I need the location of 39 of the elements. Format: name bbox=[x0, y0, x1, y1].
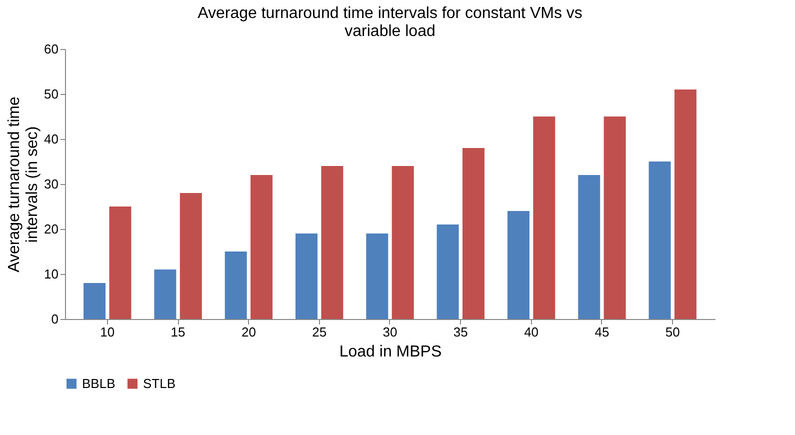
x-tick-label: 40 bbox=[524, 324, 539, 340]
legend-label: STLB bbox=[143, 376, 176, 391]
bar bbox=[224, 252, 247, 319]
y-tick-label: 0 bbox=[51, 312, 58, 326]
bar bbox=[578, 175, 600, 319]
y-tick-label: 60 bbox=[44, 42, 58, 56]
bar bbox=[296, 234, 318, 319]
bar bbox=[604, 116, 626, 319]
bar bbox=[462, 148, 484, 319]
bar bbox=[436, 224, 459, 319]
x-tick-label: 15 bbox=[170, 324, 186, 340]
y-tick-label: 10 bbox=[44, 266, 58, 282]
bar bbox=[507, 211, 530, 319]
bar bbox=[180, 193, 202, 319]
y-tick-label: 30 bbox=[44, 176, 58, 192]
bar bbox=[109, 206, 132, 319]
x-tick-label: 50 bbox=[665, 324, 680, 340]
x-tick-label: 45 bbox=[594, 324, 610, 340]
x-tick-label: 25 bbox=[312, 324, 327, 340]
bar bbox=[321, 166, 344, 319]
legend-label: BBLB bbox=[82, 376, 116, 391]
chart-title: Average turnaround time intervals for constant VMs vs variable load bbox=[198, 5, 582, 40]
x-tick-label: 10 bbox=[100, 324, 115, 340]
bar bbox=[648, 162, 671, 319]
bar bbox=[84, 283, 106, 319]
x-tick-label: 30 bbox=[382, 324, 398, 340]
bar bbox=[154, 270, 176, 319]
y-tick-label: 50 bbox=[44, 86, 58, 102]
bar bbox=[392, 166, 414, 319]
bar bbox=[674, 90, 696, 319]
x-axis-title: Load in MBPS bbox=[339, 344, 442, 360]
x-tick-label: 20 bbox=[241, 324, 256, 340]
x-tick-label: 35 bbox=[453, 324, 468, 340]
y-tick-label: 40 bbox=[44, 132, 58, 146]
y-tick-label: 20 bbox=[44, 222, 58, 236]
y-axis-title: Average turnaround time intervals (in sec) bbox=[6, 96, 42, 272]
bar bbox=[250, 175, 273, 319]
bar bbox=[366, 234, 388, 319]
bar bbox=[533, 116, 556, 319]
